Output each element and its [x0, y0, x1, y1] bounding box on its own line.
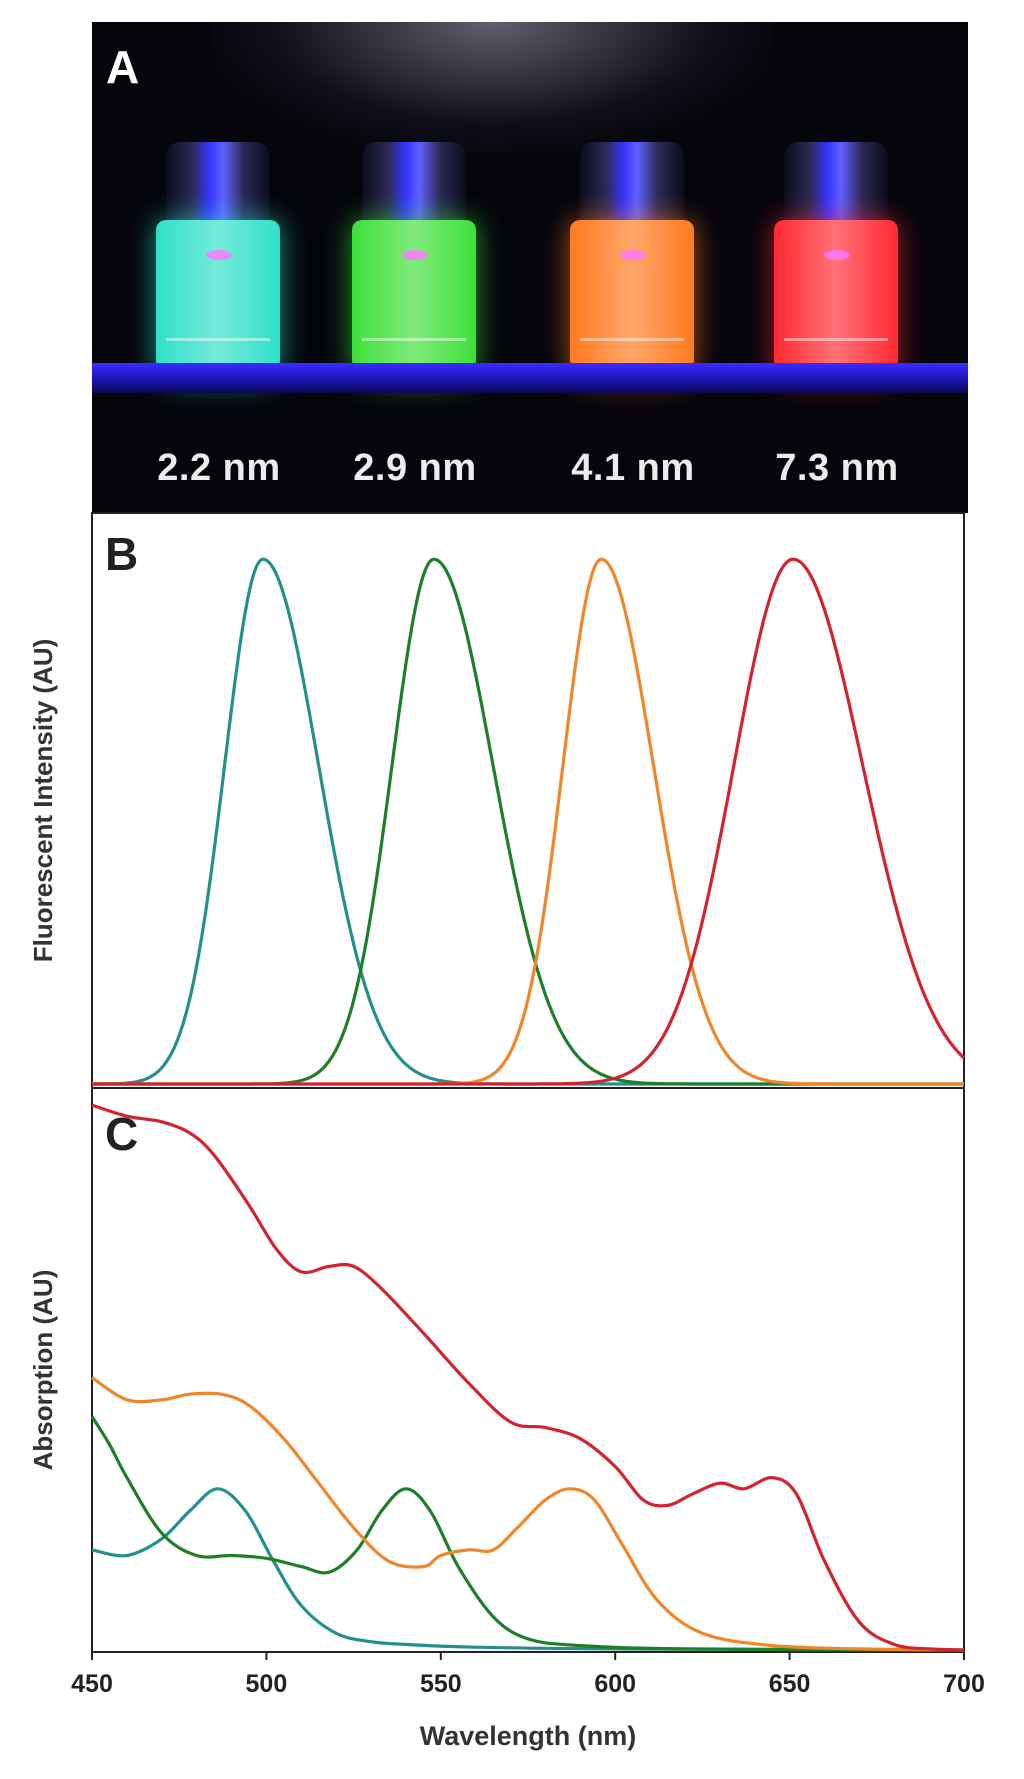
- vial-reflection: [206, 250, 232, 260]
- fluorescence-y-axis-label: Fluorescent Intensity (AU): [28, 639, 58, 963]
- size-label-2-9nm: 2.9 nm: [353, 447, 477, 489]
- absorption-line-4-1-nm: [91, 1376, 965, 1652]
- vial-meniscus: [784, 338, 888, 341]
- vial-meniscus: [166, 338, 270, 341]
- emission-line-7-3-nm: [92, 557, 966, 1086]
- vial-body: [570, 220, 694, 382]
- vial-cap: [580, 142, 684, 224]
- x-tick-label: 500: [246, 1670, 288, 1698]
- size-label-2-2nm: 2.2 nm: [157, 447, 281, 489]
- absorption-panel: 450 500 550 600 650 700 C Absorption (AU) Wav…: [28, 1087, 985, 1751]
- vial-4-1nm: [570, 142, 694, 390]
- vial-2-2nm: [156, 142, 280, 390]
- vial-reflection: [824, 250, 850, 260]
- x-tick-label: 700: [943, 1670, 985, 1698]
- vial-2-9nm: [352, 142, 476, 390]
- fluorescence-panel: B Fluorescent Intensity (AU): [28, 512, 966, 1089]
- absorption-line-7-3-nm: [91, 1103, 965, 1652]
- absorption-line-2-9-nm: [90, 1415, 965, 1652]
- vial-cap: [784, 142, 888, 224]
- vial-7-3nm: [774, 142, 898, 390]
- vial-body: [156, 220, 280, 382]
- vial-body: [774, 220, 898, 382]
- size-label-4-1nm: 4.1 nm: [571, 447, 695, 489]
- absorption-plot-frame: [91, 1087, 965, 1653]
- absorption-line-2-2-nm: [91, 1487, 965, 1652]
- vial-cap: [362, 142, 466, 224]
- panel-b-letter: B: [105, 528, 138, 580]
- vial-reflection: [620, 250, 646, 260]
- absorption-y-axis-label: Absorption (AU): [28, 1270, 58, 1471]
- vial-body: [352, 220, 476, 382]
- size-label-7-3nm: 7.3 nm: [775, 447, 899, 489]
- x-axis-label: Wavelength (nm): [420, 1721, 637, 1751]
- vial-reflection: [402, 250, 428, 260]
- x-tick-label: 450: [71, 1670, 113, 1698]
- vial-meniscus: [580, 338, 684, 341]
- vial-meniscus: [362, 338, 466, 341]
- panel-a-letter: A: [106, 41, 140, 93]
- stage-light: [212, 22, 772, 152]
- x-tick-label: 550: [420, 1670, 462, 1698]
- panel-c-letter: C: [105, 1108, 138, 1160]
- uv-lamp-shelf: [92, 363, 968, 393]
- vial-cap: [166, 142, 270, 224]
- x-tick-label: 600: [594, 1670, 636, 1698]
- x-tick-label: 650: [769, 1670, 811, 1698]
- vial-photo-panel: A 2.2 nm 2.9 nm 4.1 nm 7: [92, 22, 968, 513]
